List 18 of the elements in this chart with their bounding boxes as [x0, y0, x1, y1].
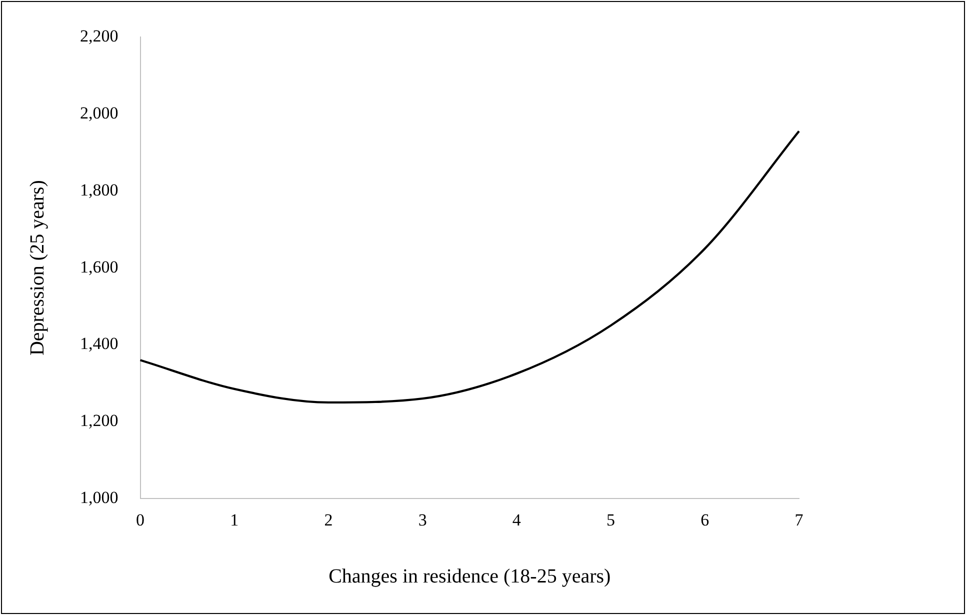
y-tick-label: 2,000: [80, 103, 118, 122]
y-tick-label: 1,000: [80, 488, 118, 508]
y-tick-label: 1,600: [80, 257, 118, 276]
y-axis-title: Depression (25 years): [26, 180, 48, 356]
x-tick-label: 1: [230, 510, 239, 530]
y-tick-label: 1,200: [80, 411, 118, 430]
x-tick-label: 0: [136, 510, 144, 530]
x-tick-label: 6: [700, 510, 710, 530]
y-tick-label: 1,800: [80, 180, 118, 200]
x-tick-label: 3: [418, 510, 427, 530]
x-axis-title: Changes in residence (18-25 years): [328, 565, 611, 588]
x-tick-label: 7: [794, 510, 804, 530]
x-tick-label: 5: [606, 510, 616, 530]
line-series: [139, 130, 800, 404]
y-tick-label: 2,200: [80, 26, 118, 46]
x-tick-label: 2: [324, 510, 333, 530]
x-tick-label: 4: [512, 510, 522, 530]
y-tick-label: 1,400: [80, 334, 118, 354]
